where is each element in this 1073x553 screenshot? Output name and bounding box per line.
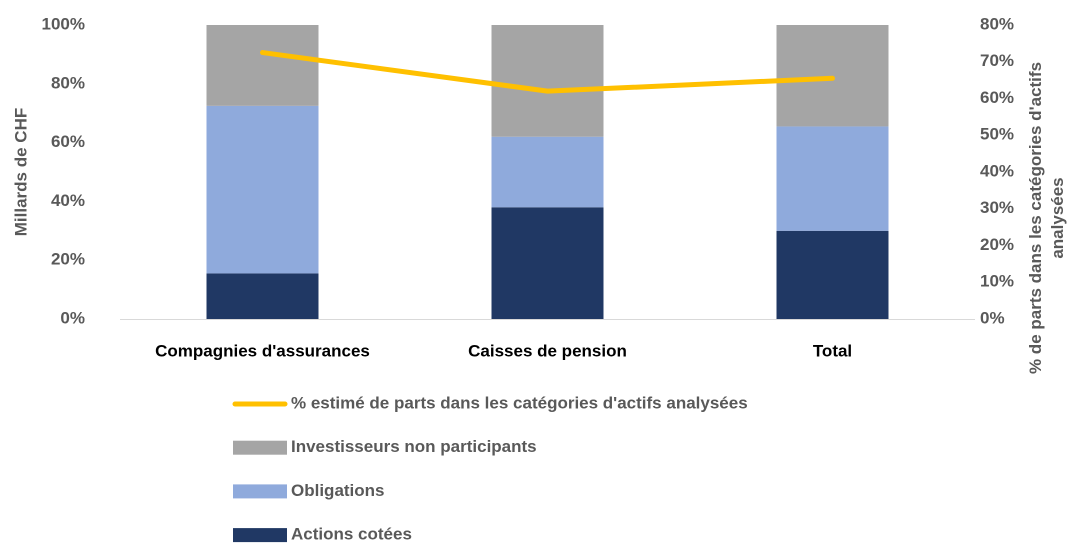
y-tick-label: 80% (51, 73, 85, 92)
y2-axis-title: % de parts dans les catégories d'actifs … (1026, 61, 1067, 375)
line-series (260, 50, 835, 94)
y2-tick-label: 10% (980, 272, 1014, 291)
x-tick-label: Compagnies d'assurances (155, 341, 370, 360)
bar-segment (206, 105, 319, 274)
bar-segment (206, 273, 319, 319)
legend-swatch (233, 484, 287, 499)
legend-label: Investisseurs non participants (291, 437, 537, 456)
y2-tick-label: 70% (980, 51, 1014, 70)
bar-segment (491, 25, 604, 137)
y2-tick-label: 80% (980, 14, 1014, 33)
y-tick-label: 40% (51, 191, 85, 210)
legend-label: % estimé de parts dans les catégories d'… (291, 393, 748, 412)
bar-segment (776, 230, 889, 319)
bar-segment (206, 25, 319, 106)
y2-tick-label: 0% (980, 308, 1005, 327)
y-tick-label: 20% (51, 250, 85, 269)
y2-tick-label: 40% (980, 161, 1014, 180)
y-tick-label: 60% (51, 132, 85, 151)
y2-tick-label: 20% (980, 235, 1014, 254)
bar-segment (776, 25, 889, 127)
x-tick-label: Caisses de pension (468, 341, 627, 360)
y-axis-title: Millards de CHF (11, 108, 30, 236)
bar-segment (776, 126, 889, 231)
y2-tick-label: 60% (980, 88, 1014, 107)
y2-tick-label: 30% (980, 198, 1014, 217)
y2-axis-title-box: % de parts dans les catégories d'actifs … (1026, 61, 1067, 375)
legend-swatch (233, 528, 287, 543)
bar-segment (491, 136, 604, 208)
y2-tick-label: 50% (980, 125, 1014, 144)
x-tick-label: Total (813, 341, 852, 360)
legend-swatch (233, 440, 287, 455)
legend-label: Obligations (291, 481, 385, 500)
legend-label: Actions cotées (291, 525, 412, 544)
y-tick-label: 100% (42, 14, 85, 33)
y-tick-label: 0% (60, 308, 85, 327)
bar-segment (491, 207, 604, 319)
